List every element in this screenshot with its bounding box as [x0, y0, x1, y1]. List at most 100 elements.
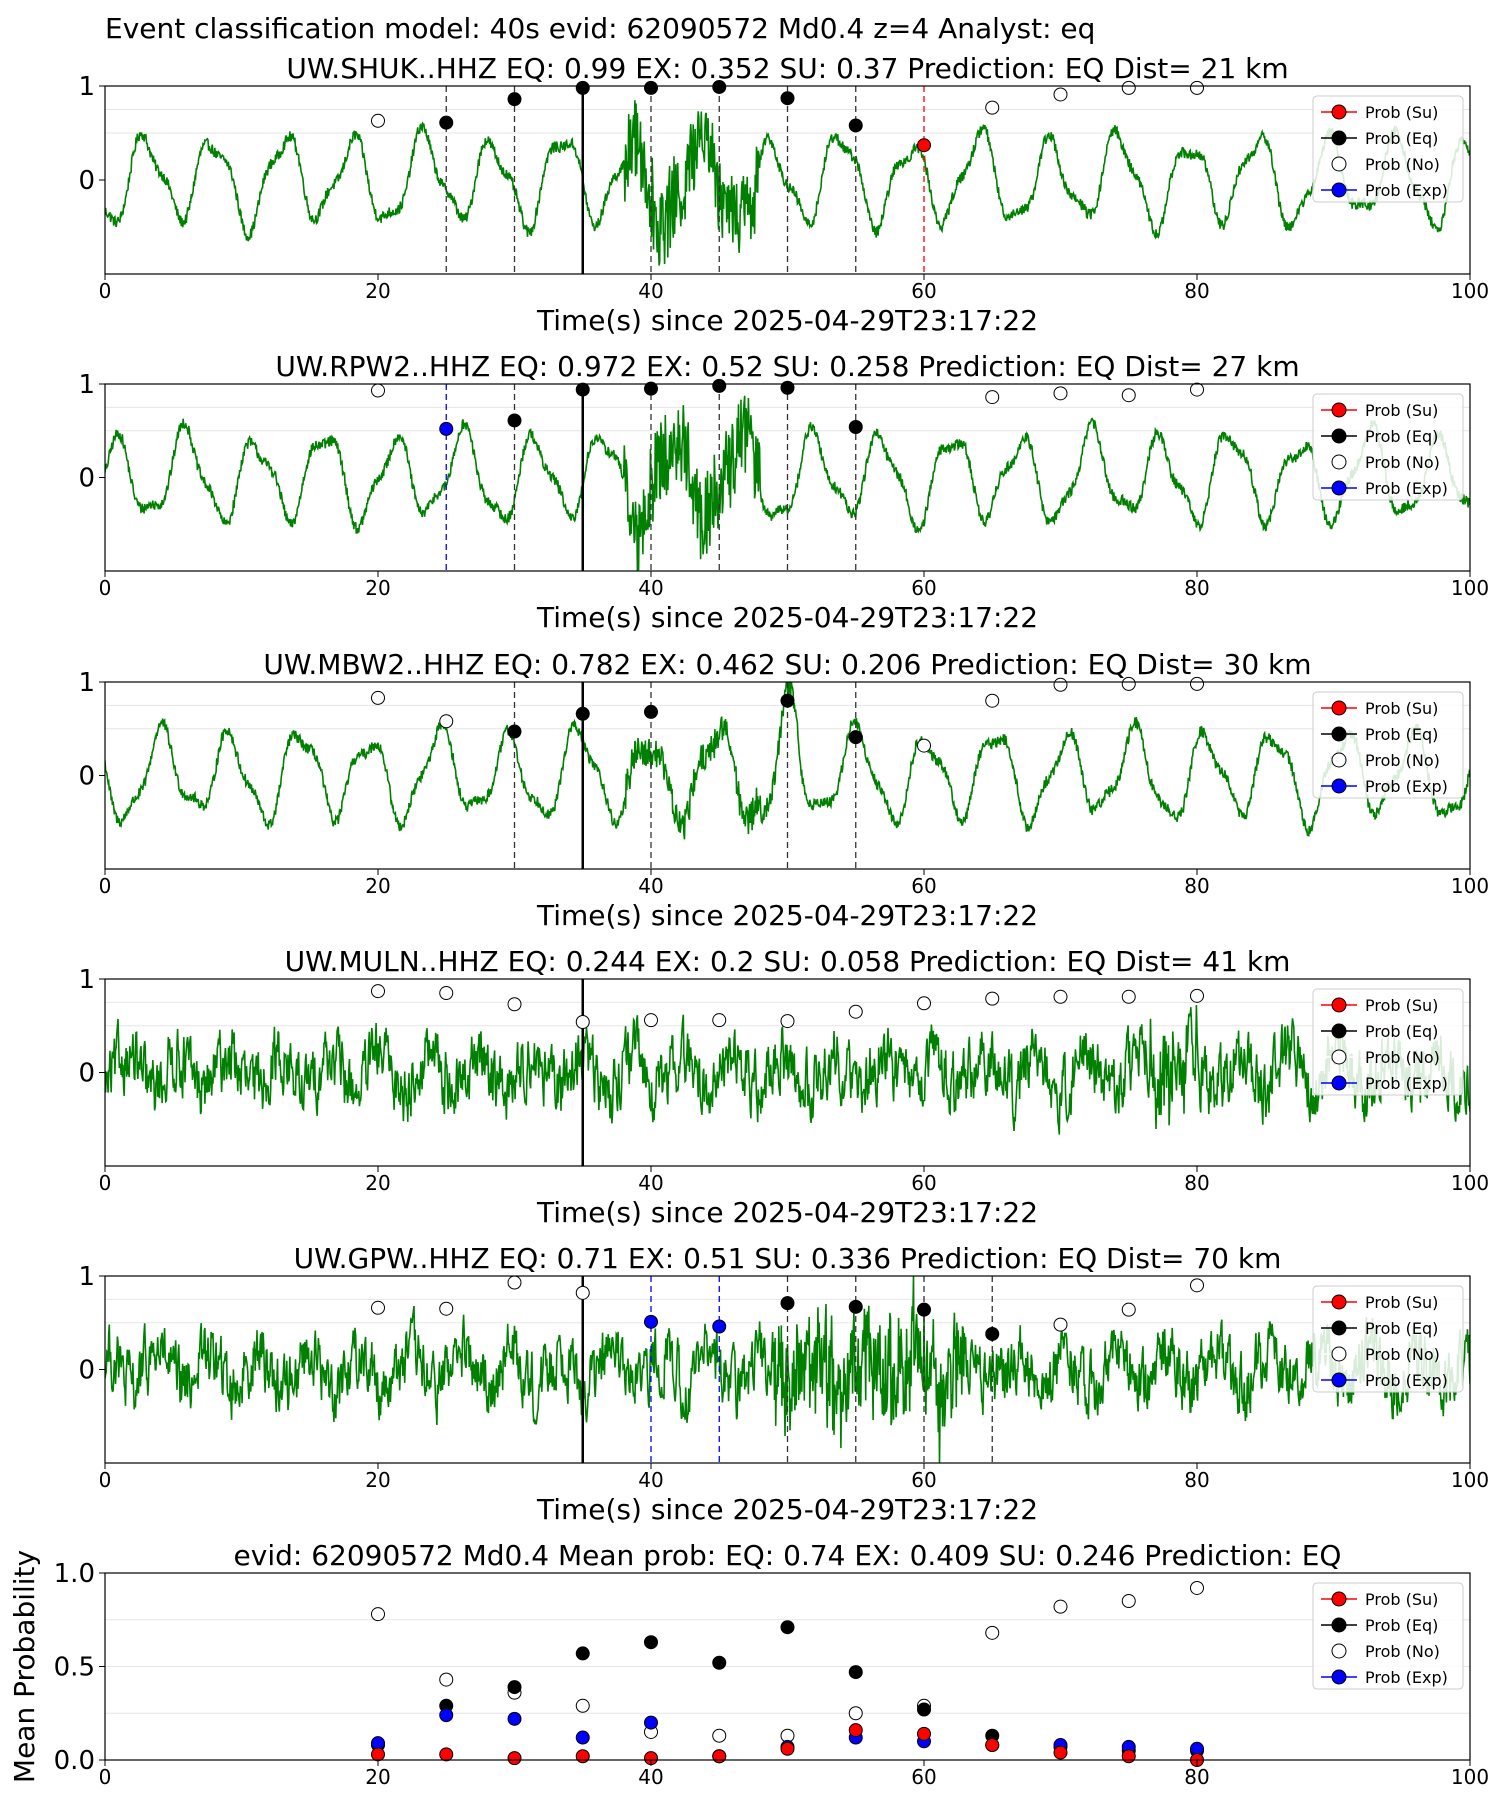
legend-marker-eq	[1331, 1617, 1347, 1633]
mean-marker-su	[712, 1749, 727, 1764]
x-tick-label: 100	[1451, 1468, 1489, 1492]
prob-marker-no	[371, 984, 385, 999]
legend-label: Prob (No)	[1365, 1642, 1440, 1661]
legend-label: Prob (Exp)	[1365, 181, 1448, 200]
x-tick-label: 80	[1184, 1765, 1209, 1789]
panel-title: UW.MBW2..HHZ EQ: 0.782 EX: 0.462 SU: 0.2…	[263, 648, 1311, 681]
prob-marker-no	[507, 997, 522, 1012]
prob-marker-eq	[917, 1302, 931, 1317]
mean-marker-eq	[507, 1680, 522, 1695]
legend-label: Prob (Su)	[1365, 1293, 1438, 1312]
plot-area	[105, 979, 1470, 1166]
prob-marker-no	[985, 100, 1000, 115]
legend-label: Prob (Eq)	[1365, 129, 1438, 148]
prob-marker-no	[1190, 80, 1204, 95]
panel-6: evid: 62090572 Md0.4 Mean prob: EQ: 0.74…	[8, 1539, 1489, 1789]
legend-marker-su	[1331, 1294, 1347, 1310]
prob-marker-no	[985, 390, 1000, 405]
legend-label: Prob (Exp)	[1365, 1074, 1448, 1093]
prob-marker-no	[1121, 388, 1136, 403]
y-tick-label: 0.0	[54, 1746, 95, 1776]
legend-frame	[1312, 95, 1464, 203]
mean-marker-eq	[917, 1702, 931, 1717]
prob-marker-eq	[712, 378, 727, 393]
prob-marker-eq	[507, 724, 522, 739]
panel-5: UW.GPW..HHZ EQ: 0.71 EX: 0.51 SU: 0.336 …	[78, 1242, 1489, 1526]
x-tick-label: 80	[1184, 576, 1209, 600]
legend-frame	[1312, 1582, 1464, 1690]
legend-marker-exp	[1331, 480, 1347, 496]
legend-marker-exp	[1331, 1075, 1347, 1091]
legend-marker-su	[1331, 997, 1347, 1013]
legend: Prob (Su) Prob (Eq) Prob (No) Prob (Exp)	[1312, 988, 1464, 1096]
mean-marker-su	[1053, 1745, 1068, 1760]
x-tick-label: 20	[365, 576, 390, 600]
prob-marker-eq	[780, 91, 795, 106]
prob-marker-no	[1121, 1302, 1136, 1317]
x-axis-label: Time(s) since 2025-04-29T23:17:22	[536, 601, 1038, 634]
x-axis-label: Time(s) since 2025-04-29T23:17:22	[536, 1196, 1038, 1229]
prob-marker-no	[1053, 87, 1068, 102]
prob-marker-no	[371, 383, 385, 398]
prob-marker-no	[1190, 382, 1204, 397]
prob-marker-eq	[644, 704, 658, 719]
mean-marker-no	[1190, 1580, 1204, 1595]
legend-label: Prob (Exp)	[1365, 1668, 1448, 1687]
prob-marker-eq	[439, 115, 454, 130]
panel-4: UW.MULN..HHZ EQ: 0.244 EX: 0.2 SU: 0.058…	[78, 945, 1489, 1229]
x-tick-label: 20	[365, 1171, 390, 1195]
x-tick-label: 40	[638, 874, 663, 898]
mean-marker-no	[1121, 1594, 1136, 1609]
prob-marker-eq	[780, 1296, 795, 1311]
y-tick-label: 0	[78, 1059, 95, 1089]
y-tick-label: 0	[78, 166, 95, 196]
plot-area	[105, 384, 1470, 571]
prob-marker-no	[1053, 1317, 1068, 1332]
prob-marker-no	[1053, 989, 1068, 1004]
prob-marker-eq	[848, 420, 863, 435]
legend: Prob (Su) Prob (Eq) Prob (No) Prob (Exp)	[1312, 95, 1464, 203]
legend-frame	[1312, 393, 1464, 501]
mean-marker-su	[575, 1749, 590, 1764]
legend-marker-no	[1331, 1346, 1347, 1362]
x-tick-label: 0	[99, 279, 112, 303]
panel-2: UW.RPW2..HHZ EQ: 0.972 EX: 0.52 SU: 0.25…	[78, 350, 1489, 634]
legend-marker-no	[1331, 1643, 1347, 1659]
legend-label: Prob (Su)	[1365, 996, 1438, 1015]
legend-marker-no	[1331, 752, 1347, 768]
legend-marker-su	[1331, 700, 1347, 716]
waveform-trace	[105, 100, 1470, 266]
x-tick-label: 20	[365, 1765, 390, 1789]
prob-marker-eq	[985, 1326, 1000, 1341]
x-tick-label: 0	[99, 1171, 112, 1195]
legend-label: Prob (Eq)	[1365, 725, 1438, 744]
panels: UW.SHUK..HHZ EQ: 0.99 EX: 0.352 SU: 0.37…	[8, 52, 1489, 1789]
mean-marker-exp	[439, 1708, 454, 1723]
legend-marker-su	[1331, 1591, 1347, 1607]
legend-label: Prob (Eq)	[1365, 1022, 1438, 1041]
y-tick-label: 0.5	[54, 1653, 95, 1683]
legend-label: Prob (Su)	[1365, 1590, 1438, 1609]
prob-marker-no	[780, 1014, 795, 1029]
legend-label: Prob (No)	[1365, 453, 1440, 472]
mean-marker-no	[712, 1728, 727, 1743]
prob-marker-exp	[439, 421, 454, 436]
legend-marker-eq	[1331, 428, 1347, 444]
legend: Prob (Su) Prob (Eq) Prob (No) Prob (Exp)	[1312, 691, 1464, 799]
prob-marker-exp	[644, 1314, 658, 1329]
legend-label: Prob (No)	[1365, 155, 1440, 174]
prob-marker-eq	[575, 80, 590, 95]
prob-marker-eq	[507, 413, 522, 428]
legend-label: Prob (Exp)	[1365, 479, 1448, 498]
mean-marker-exp	[507, 1711, 522, 1726]
legend-frame	[1312, 691, 1464, 799]
x-tick-label: 100	[1451, 279, 1489, 303]
mean-marker-su	[371, 1747, 385, 1762]
legend-marker-no	[1331, 156, 1347, 172]
prob-marker-eq	[780, 380, 795, 395]
panel-title: UW.MULN..HHZ EQ: 0.244 EX: 0.2 SU: 0.058…	[285, 945, 1291, 978]
prob-marker-no	[985, 693, 1000, 708]
mean-marker-su	[917, 1726, 931, 1741]
mean-marker-exp	[575, 1730, 590, 1745]
x-tick-label: 80	[1184, 279, 1209, 303]
